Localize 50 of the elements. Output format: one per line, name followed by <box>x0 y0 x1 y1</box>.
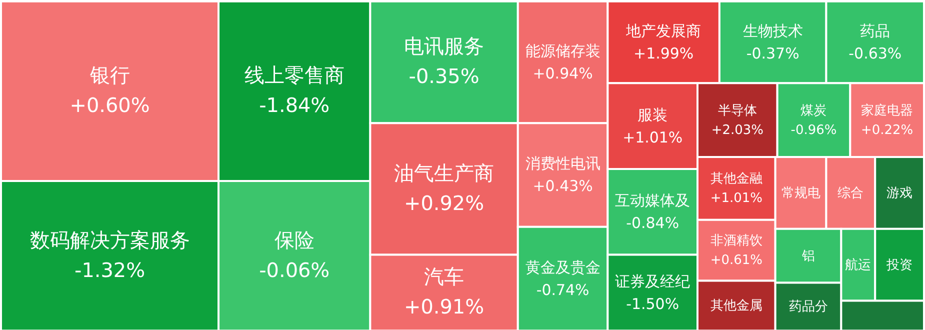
data-label: -1.32% <box>74 258 146 282</box>
category-label: 服装 <box>638 106 668 124</box>
category-label: 药品 <box>860 22 890 40</box>
category-label: 铝 <box>800 248 815 264</box>
data-label: +0.92% <box>404 190 484 215</box>
category-label: 黄金及贵金 <box>525 258 600 277</box>
category-label: 其他金融 <box>710 172 762 187</box>
data-label: +2.03% <box>711 122 764 138</box>
category-label: 线上零售商 <box>244 63 344 88</box>
category-label: 保险 <box>274 228 314 252</box>
category-label: 电讯服务 <box>404 34 484 58</box>
data-label: -0.06% <box>259 258 330 282</box>
category-label: 数码解决方案服务 <box>30 228 190 252</box>
data-label: -1.84% <box>259 93 330 118</box>
category-label: 生物技术 <box>742 22 803 40</box>
category-label: 家庭电器 <box>861 102 914 118</box>
category-label: 油气生产商 <box>394 160 494 185</box>
category-label: 银行 <box>88 63 130 88</box>
category-label: 药品分 <box>788 300 828 315</box>
data-label: +0.91% <box>404 294 484 319</box>
data-label: -0.74% <box>536 280 590 299</box>
data-label: +0.43% <box>532 177 593 196</box>
data-label: -0.37% <box>746 44 800 62</box>
data-label: +0.60% <box>70 93 150 118</box>
category-label: 投资 <box>886 258 913 273</box>
category-label: 互动媒体及 <box>615 192 690 210</box>
category-label: 消费性电讯 <box>525 154 600 173</box>
data-label: +0.22% <box>861 122 914 138</box>
data-label: +0.61% <box>710 253 762 268</box>
category-label: 航运 <box>845 258 872 273</box>
data-label: -0.96% <box>790 122 837 138</box>
category-label: 非酒精饮 <box>710 234 762 249</box>
category-label: 能源储存装 <box>525 42 600 60</box>
data-label: -1.50% <box>626 294 680 313</box>
category-label: 半导体 <box>718 103 757 118</box>
data-label: -0.35% <box>408 64 480 88</box>
category-label: 游戏 <box>886 186 913 201</box>
data-label: -0.84% <box>626 214 680 232</box>
category-label: 汽车 <box>424 264 464 289</box>
data-label: +1.01% <box>710 191 762 206</box>
category-label: 地产发展商 <box>625 22 702 40</box>
category-label: 综合 <box>838 186 864 201</box>
data-label: +1.01% <box>622 128 683 146</box>
category-label: 煤炭 <box>800 103 827 118</box>
category-label: 其他金属 <box>710 298 762 314</box>
data-label: +0.94% <box>532 64 593 82</box>
data-label: +1.99% <box>634 44 694 62</box>
category-label: 常规电 <box>781 186 820 201</box>
category-label: 证券及经纪 <box>615 272 690 290</box>
data-label: -0.63% <box>848 44 902 62</box>
